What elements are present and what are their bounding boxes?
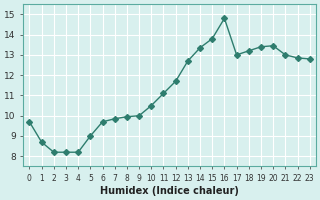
X-axis label: Humidex (Indice chaleur): Humidex (Indice chaleur) xyxy=(100,186,239,196)
